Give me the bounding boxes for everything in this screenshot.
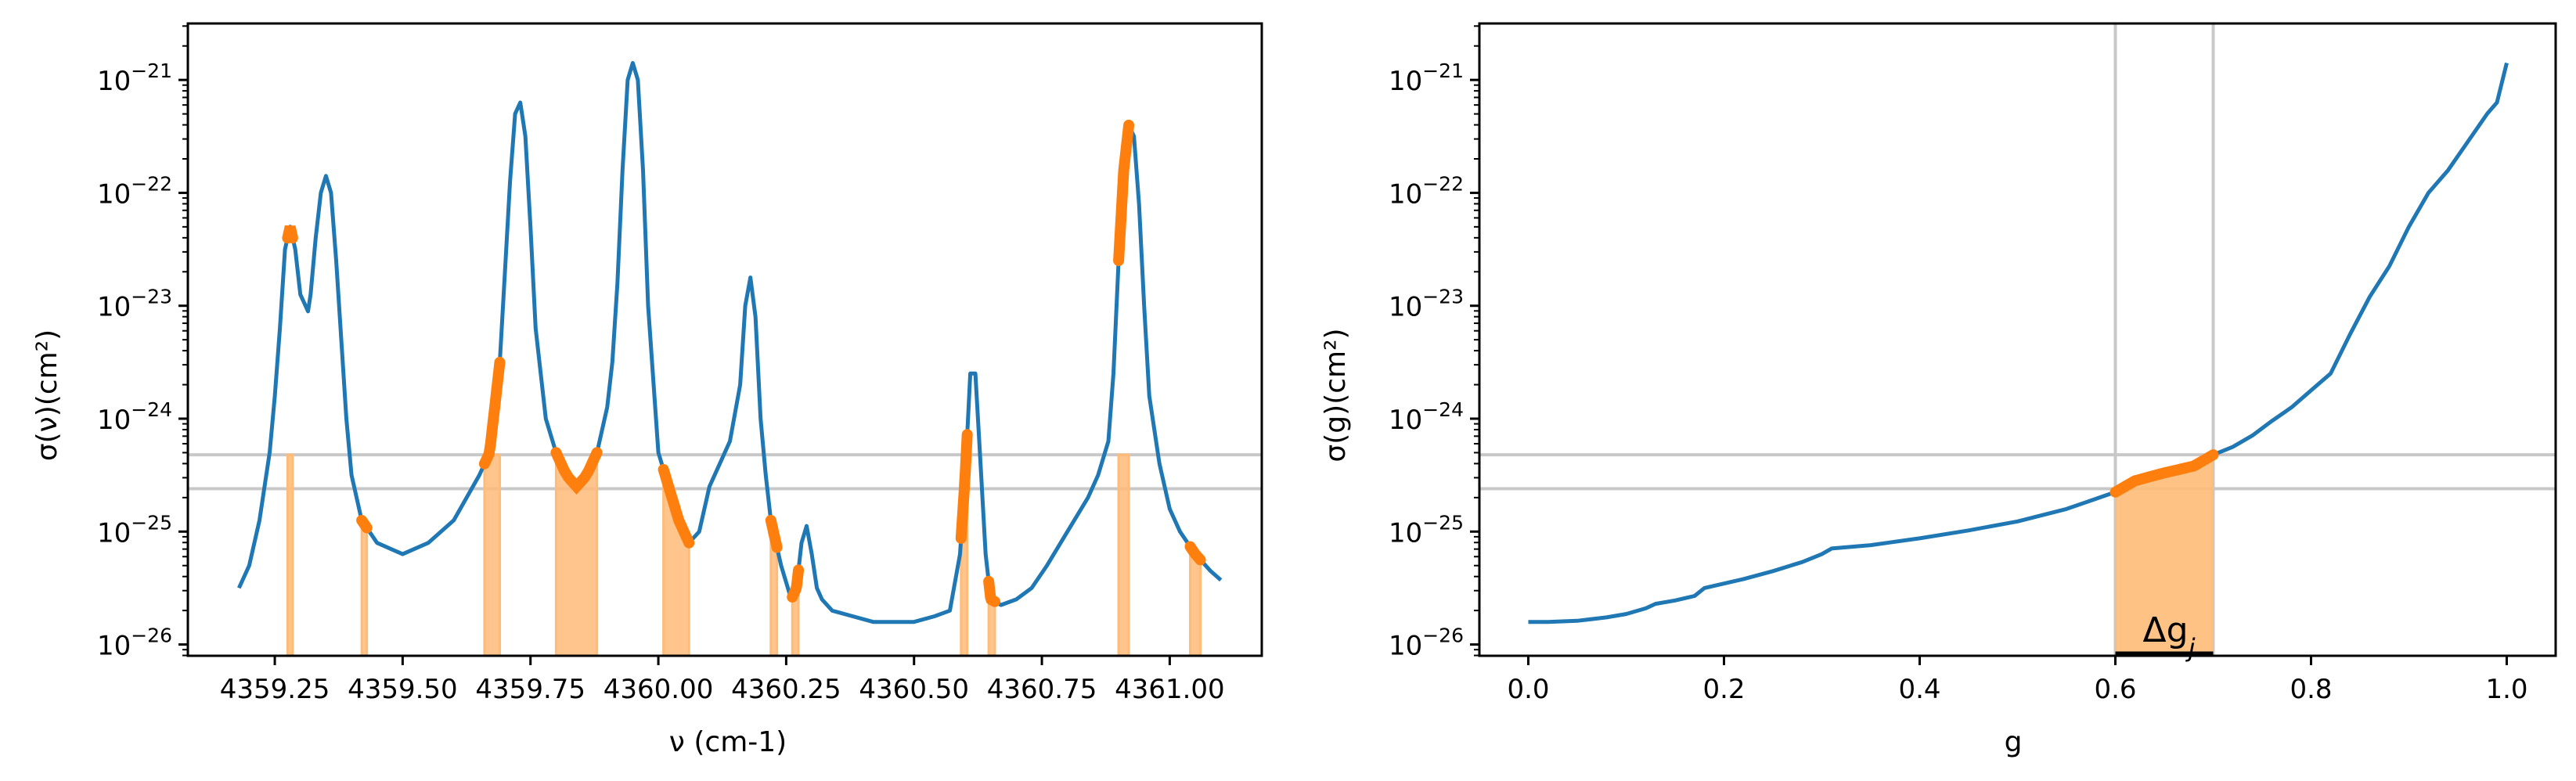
- left-x-tick-label-4: 4360.25: [731, 674, 841, 705]
- left-y-tick-label-5: 10−21: [97, 59, 172, 97]
- left-highlight-segment-1: [356, 514, 373, 534]
- left-plot-area: 4359.25 4359.50 4359.75 4360.00 4360.25 4360.…: [97, 22, 1263, 705]
- left-axes-frame: [186, 22, 1263, 657]
- right-x-tick-label-4: 0.8: [2290, 674, 2332, 705]
- right-x-tick-label-5: 1.0: [2485, 674, 2527, 705]
- left-highlight-segment-2: [478, 356, 506, 470]
- left-x-tick-label-5: 4360.50: [859, 674, 969, 705]
- left-highlight-segment-0: [282, 225, 298, 244]
- right-series-line: [1528, 62, 2509, 624]
- right-y-tick-label-5: 10−21: [1389, 59, 1464, 97]
- left-highlight-band-1: [360, 516, 369, 657]
- left-y-tick-label-4: 10−22: [97, 172, 172, 210]
- left-highlight-band-2: [483, 453, 502, 657]
- right-x-tick-label-0: 0.0: [1507, 674, 1549, 705]
- right-x-tick-label-3: 0.6: [2094, 674, 2136, 705]
- right-highlight-segment: [2109, 449, 2219, 498]
- left-highlight-segment-6: [787, 564, 805, 603]
- left-highlight-segment-7: [955, 429, 973, 544]
- right-y-tick-label-3: 10−23: [1389, 286, 1464, 323]
- right-delta-g-band: [2115, 455, 2214, 656]
- left-highlight-segment-3: [550, 447, 603, 495]
- right-y-tick-label-4: 10−22: [1389, 172, 1464, 210]
- left-y-tick-label-1: 10−25: [97, 511, 172, 549]
- left-y-tick-label-0: 10−26: [97, 624, 172, 662]
- left-y-axis-label: σ(ν)(cm²): [31, 329, 63, 461]
- left-highlight-band-0: [286, 453, 294, 657]
- left-highlight-segment-4: [658, 463, 695, 549]
- left-highlight-segment-8: [983, 575, 1000, 607]
- left-x-tick-label-2: 4359.75: [475, 674, 585, 705]
- left-highlight-segment-10: [1184, 541, 1206, 566]
- left-panel: σ(ν)(cm²) 4359.25 4359.50 4359.75 4360.00 43…: [31, 22, 1263, 758]
- left-x-axis-label: ν (cm-1): [669, 726, 787, 758]
- right-axes-frame: [1478, 22, 2557, 657]
- left-highlight-band-9: [1117, 453, 1130, 657]
- left-x-tick-label-7: 4361.00: [1115, 674, 1225, 705]
- right-y-tick-label-2: 10−24: [1389, 398, 1464, 436]
- left-x-tick-label-1: 4359.50: [348, 674, 458, 705]
- left-y-tick-label-3: 10−23: [97, 286, 172, 323]
- right-y-tick-label-0: 10−26: [1389, 624, 1464, 662]
- left-series-line: [237, 61, 1223, 624]
- left-y-tick-label-2: 10−24: [97, 398, 172, 436]
- left-highlight-segment-9: [1113, 119, 1135, 266]
- left-x-tick-label-3: 4360.00: [603, 674, 714, 705]
- right-x-tick-label-1: 0.2: [1702, 674, 1745, 705]
- right-x-tick-label-2: 0.4: [1898, 674, 1940, 705]
- left-x-tick-label-6: 4360.75: [987, 674, 1097, 705]
- left-highlight-segment-5: [765, 514, 783, 553]
- right-y-axis-label: σ(g)(cm²): [1320, 328, 1352, 462]
- left-x-tick-label-0: 4359.25: [220, 674, 330, 705]
- right-y-tick-label-1: 10−25: [1389, 511, 1464, 549]
- right-x-axis-label: g: [2005, 726, 2023, 758]
